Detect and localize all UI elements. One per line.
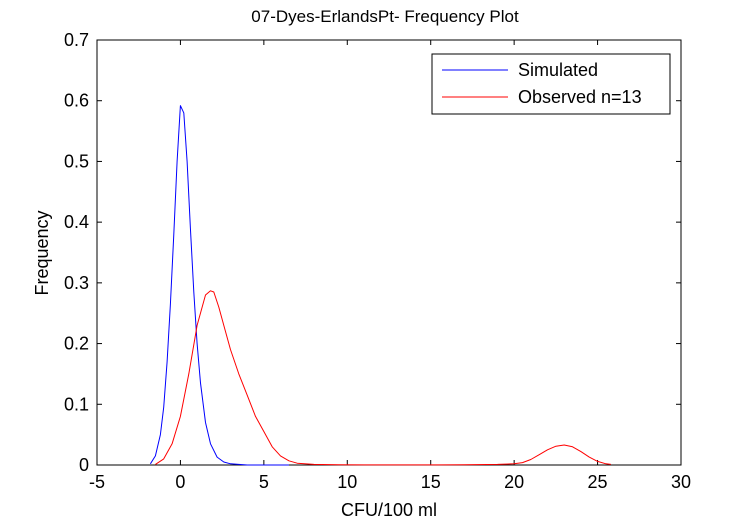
y-tick-label: 0.5	[64, 151, 89, 171]
x-tick-label: 20	[504, 472, 524, 492]
x-tick-label: 5	[259, 472, 269, 492]
x-tick-label: 15	[421, 472, 441, 492]
x-tick-label: 30	[671, 472, 691, 492]
legend-label-observed: Observed n=13	[518, 87, 642, 107]
y-tick-label: 0.4	[64, 212, 89, 232]
legend-box	[431, 53, 671, 115]
x-tick-label: 10	[337, 472, 357, 492]
legend-label-simulated: Simulated	[518, 60, 598, 80]
x-axis-label: CFU/100 ml	[341, 500, 437, 520]
y-tick-label: 0	[79, 455, 89, 475]
y-axis-label: Frequency	[32, 210, 52, 295]
y-tick-label: 0.2	[64, 334, 89, 354]
y-tick-label: 0.1	[64, 394, 89, 414]
x-tick-label: 0	[175, 472, 185, 492]
chart-title: 07-Dyes-ErlandsPt- Frequency Plot	[251, 7, 519, 26]
x-tick-label: -5	[89, 472, 105, 492]
y-tick-label: 0.3	[64, 273, 89, 293]
y-axis: 0 0.1 0.2 0.3 0.4 0.5 0.6 0.7	[64, 30, 681, 475]
x-axis: -5 0 5 10 15 20 25 30	[89, 40, 691, 492]
series-line-observed	[155, 290, 611, 466]
legend: Simulated Observed n=13	[431, 53, 671, 115]
x-tick-label: 25	[588, 472, 608, 492]
y-tick-label: 0.6	[64, 91, 89, 111]
y-tick-label: 0.7	[64, 30, 89, 50]
series-line-simulated	[149, 105, 289, 466]
series-layer	[149, 105, 611, 466]
